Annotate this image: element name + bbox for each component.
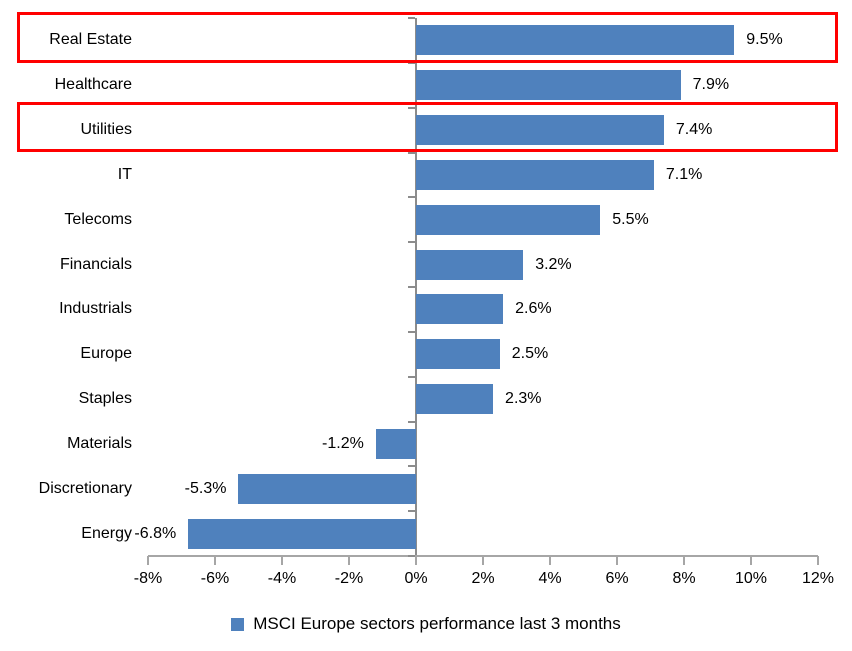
category-label-energy: Energy (81, 524, 132, 542)
value-axis-tick-label: 12% (801, 570, 835, 587)
category-label-real-estate: Real Estate (49, 31, 132, 49)
bar-europe (416, 339, 500, 370)
value-axis-tick-label: 2% (471, 570, 495, 587)
category-label-staples: Staples (78, 390, 132, 408)
value-label-materials: -1.2% (322, 434, 364, 452)
value-axis-tick (817, 556, 819, 565)
category-label-telecoms: Telecoms (64, 210, 132, 228)
value-label-real-estate: 9.5% (746, 31, 783, 49)
value-axis-tick-label: 10% (734, 570, 768, 587)
value-axis-tick-label: 4% (538, 570, 562, 587)
category-axis-tick (408, 420, 415, 423)
legend: MSCI Europe sectors performance last 3 m… (0, 609, 852, 639)
value-axis-tick (482, 556, 484, 565)
value-axis-tick (281, 556, 283, 565)
bar-industrials (416, 294, 504, 325)
category-label-industrials: Industrials (59, 300, 132, 318)
value-axis-tick-label: 6% (605, 570, 629, 587)
category-axis-tick (408, 241, 415, 244)
bar-real-estate (416, 25, 735, 56)
value-axis-tick (214, 556, 216, 565)
value-axis-tick-label: -4% (267, 570, 297, 587)
category-axis-tick (408, 330, 415, 333)
legend-label: MSCI Europe sectors performance last 3 m… (253, 614, 621, 633)
category-label-discretionary: Discretionary (38, 479, 132, 497)
bar-discretionary (238, 473, 416, 504)
value-axis-tick (750, 556, 752, 565)
highlight-box-real-estate (17, 12, 838, 63)
category-axis-tick (408, 196, 415, 199)
bar-healthcare (416, 70, 681, 101)
category-axis-tick (408, 510, 415, 513)
category-label-financials: Financials (59, 255, 132, 273)
bar-materials (375, 428, 416, 459)
category-axis-tick (408, 106, 415, 109)
value-label-telecoms: 5.5% (612, 210, 649, 228)
bar-utilities (416, 115, 664, 146)
category-label-healthcare: Healthcare (54, 76, 132, 94)
category-axis-tick (408, 17, 415, 19)
value-label-discretionary: -5.3% (184, 479, 227, 497)
value-label-industrials: 2.6% (515, 300, 552, 318)
value-label-it: 7.1% (665, 165, 703, 183)
category-axis-tick (408, 555, 415, 557)
legend-marker-icon (231, 617, 245, 631)
bar-financials (416, 249, 524, 280)
value-axis-tick-label: -8% (133, 570, 163, 587)
highlight-box-utilities (17, 101, 838, 153)
category-axis-tick (408, 151, 415, 154)
bar-energy (188, 518, 416, 549)
value-label-utilities: 7.4% (675, 121, 713, 139)
value-label-financials: 3.2% (535, 255, 572, 273)
value-label-healthcare: 7.9% (692, 76, 730, 94)
category-axis-line (415, 18, 417, 556)
category-label-utilities: Utilities (80, 121, 132, 139)
category-axis-tick (408, 465, 415, 468)
value-axis-tick-label: -6% (200, 570, 230, 587)
bar-telecoms (416, 204, 601, 235)
value-axis-tick (348, 556, 350, 565)
category-axis-tick (408, 61, 415, 64)
value-label-staples: 2.3% (505, 390, 542, 408)
value-axis-tick (616, 556, 618, 565)
category-label-materials: Materials (67, 434, 132, 452)
category-label-europe: Europe (80, 345, 132, 363)
category-axis-tick (408, 375, 415, 378)
value-axis-tick (147, 556, 149, 565)
value-axis-tick (549, 556, 551, 565)
value-axis-tick (683, 556, 685, 565)
bar-it (416, 159, 654, 190)
value-axis-tick-label: -2% (334, 570, 364, 587)
category-label-it: IT (117, 165, 132, 183)
value-label-energy: -6.8% (134, 524, 177, 542)
value-axis-tick-label: 0% (404, 570, 428, 587)
value-label-europe: 2.5% (511, 345, 549, 363)
bar-staples (416, 384, 494, 415)
value-axis-tick (415, 556, 417, 565)
category-axis-tick (408, 286, 415, 288)
value-axis-tick-label: 8% (672, 570, 696, 587)
